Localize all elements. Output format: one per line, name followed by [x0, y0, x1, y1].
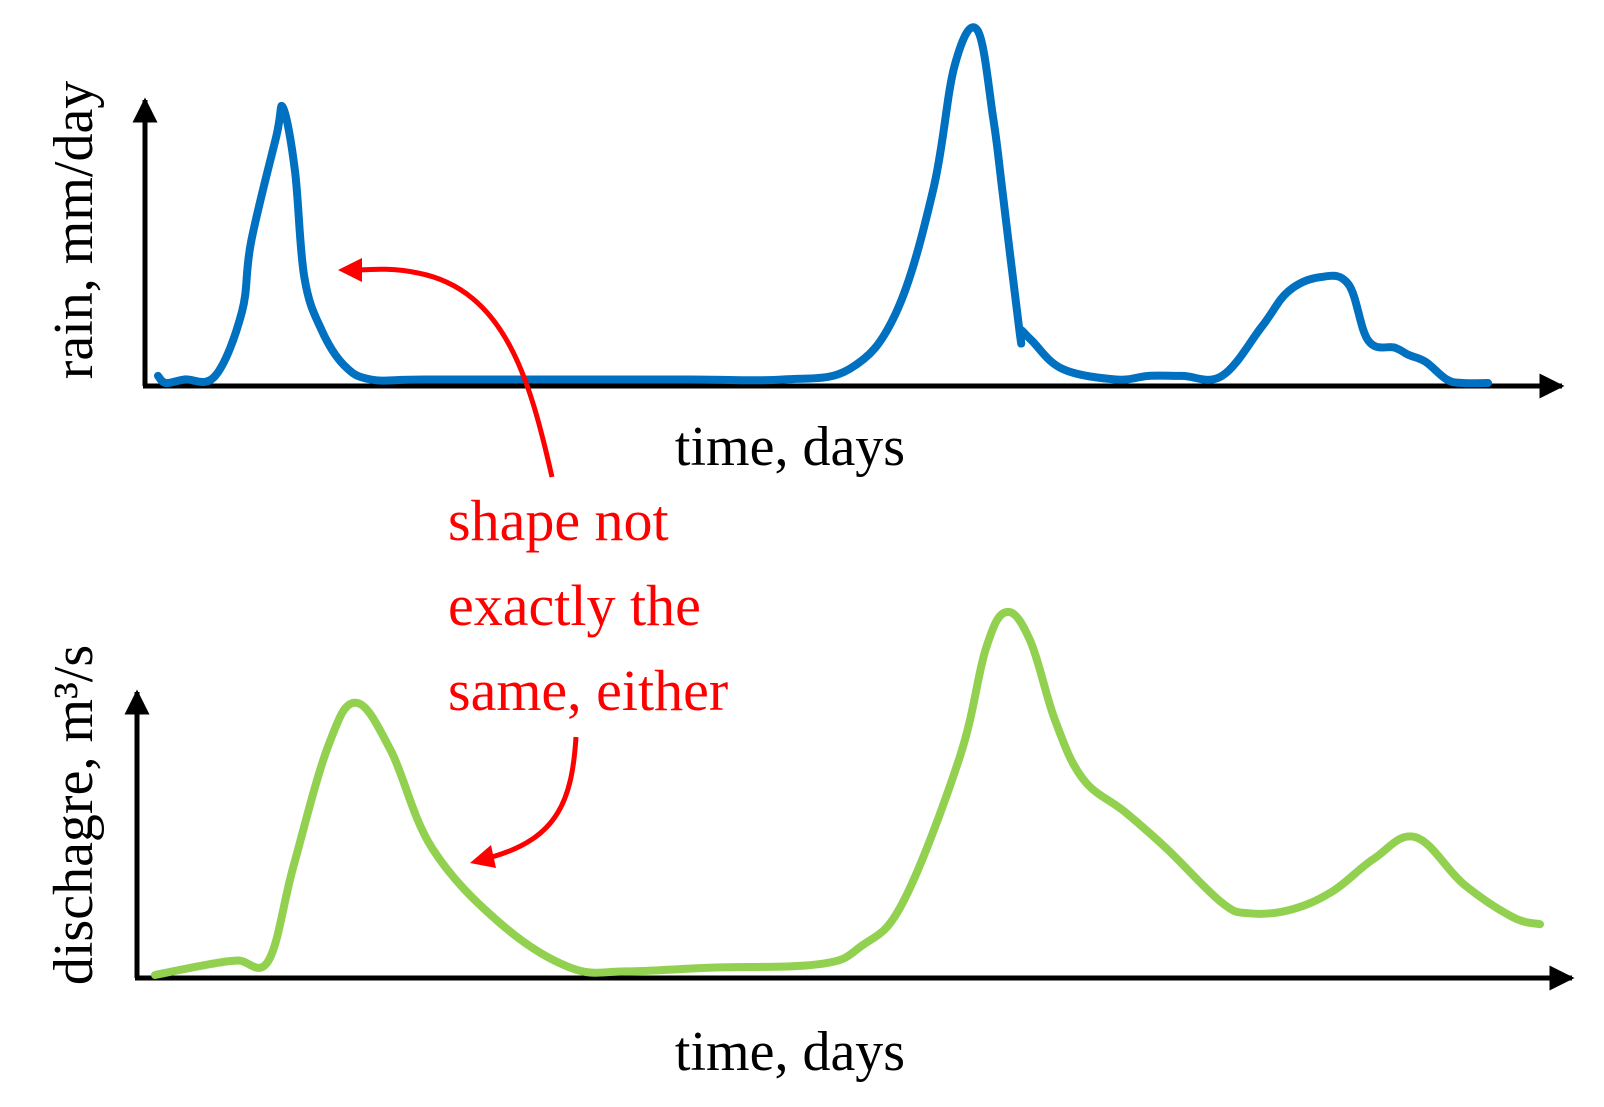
annotation-arrow-to-discharge — [491, 736, 579, 860]
annotation-arrowhead-rain — [338, 258, 362, 282]
bottom-y-axis-label: dischagre, m³/s — [43, 645, 105, 985]
top-x-axis-label: time, days — [675, 416, 905, 478]
top-y-axis-label: rain, mm/day — [43, 81, 105, 380]
annotation-line-1: shape not — [448, 488, 669, 553]
annotation-line-3: same, either — [448, 658, 728, 723]
bottom-x-axis-label: time, days — [675, 1021, 905, 1083]
discharge-series-line — [151, 607, 1544, 979]
annotation-line-2: exactly the — [448, 573, 701, 638]
rain-series-line — [154, 23, 1492, 388]
annotation-arrowhead-discharge — [470, 845, 496, 868]
annotation-arrow-to-rain — [357, 266, 555, 478]
